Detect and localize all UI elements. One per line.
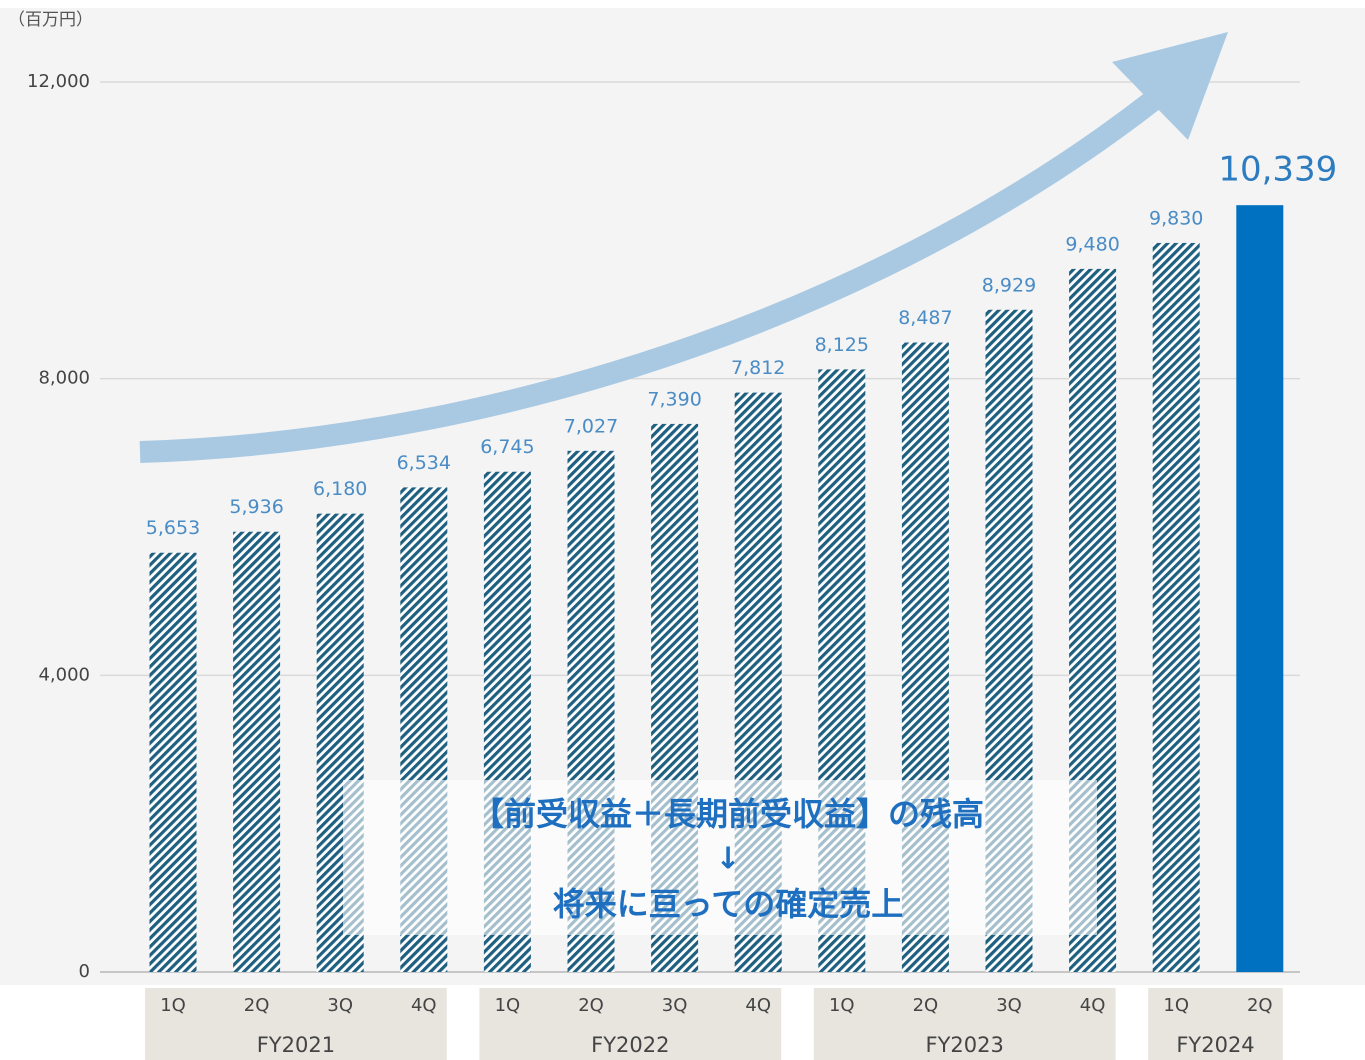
x-tick-label: 4Q [411,995,437,1016]
group-box [1148,988,1283,1060]
x-tick-label: 3Q [662,995,688,1016]
bar [1152,242,1200,973]
y-tick-label: 8,000 [38,368,90,389]
annotation: 将来に亘っての確定売上 [553,885,903,923]
value-label: 7,390 [647,388,701,410]
y-tick-label: 12,000 [27,71,90,92]
y-tick-label: 4,000 [38,664,90,685]
x-tick-label: 1Q [495,995,521,1016]
group-label: FY2022 [591,1033,669,1057]
growth-arrow [139,86,1167,463]
x-tick-label: 3Q [996,995,1022,1016]
x-tick-label: 4Q [1080,995,1106,1016]
group-box [813,988,1116,1060]
value-label: 7,027 [564,415,618,437]
unit-label: （百万円） [8,10,93,30]
x-tick-label: 1Q [1163,995,1189,1016]
x-tick-label: 4Q [745,995,771,1016]
annotation: ↓ [715,842,740,877]
value-label: 8,125 [815,334,869,356]
value-label: 6,745 [480,436,534,458]
value-label: 5,653 [146,517,200,539]
x-tick-label: 2Q [244,995,270,1016]
y-tick-label: 0 [79,961,90,982]
value-label: 8,487 [898,307,952,329]
annotation: 【前受収益＋長期前受収益】の残高 [472,795,984,833]
value-label: 5,936 [229,496,283,518]
x-tick-label: 3Q [327,995,353,1016]
bar [1236,205,1284,973]
value-label: 7,812 [731,357,785,379]
value-label: 10,339 [1218,150,1337,190]
value-label: 9,830 [1149,207,1203,229]
group-label: FY2023 [926,1033,1004,1057]
value-label: 6,180 [313,478,367,500]
group-box [479,988,782,1060]
x-tick-label: 2Q [913,995,939,1016]
value-label: 8,929 [982,274,1036,296]
arrow-head [1112,32,1228,140]
group-label: FY2024 [1176,1033,1254,1057]
group-label: FY2021 [257,1033,335,1057]
x-tick-label: 2Q [578,995,604,1016]
annotation-box [343,780,1097,935]
value-label: 9,480 [1065,233,1119,255]
bar [149,552,197,972]
value-label: 6,534 [397,452,451,474]
x-tick-label: 1Q [160,995,186,1016]
bar [233,531,281,972]
x-tick-label: 2Q [1247,995,1273,1016]
group-box [145,988,447,1060]
x-tick-label: 1Q [829,995,855,1016]
